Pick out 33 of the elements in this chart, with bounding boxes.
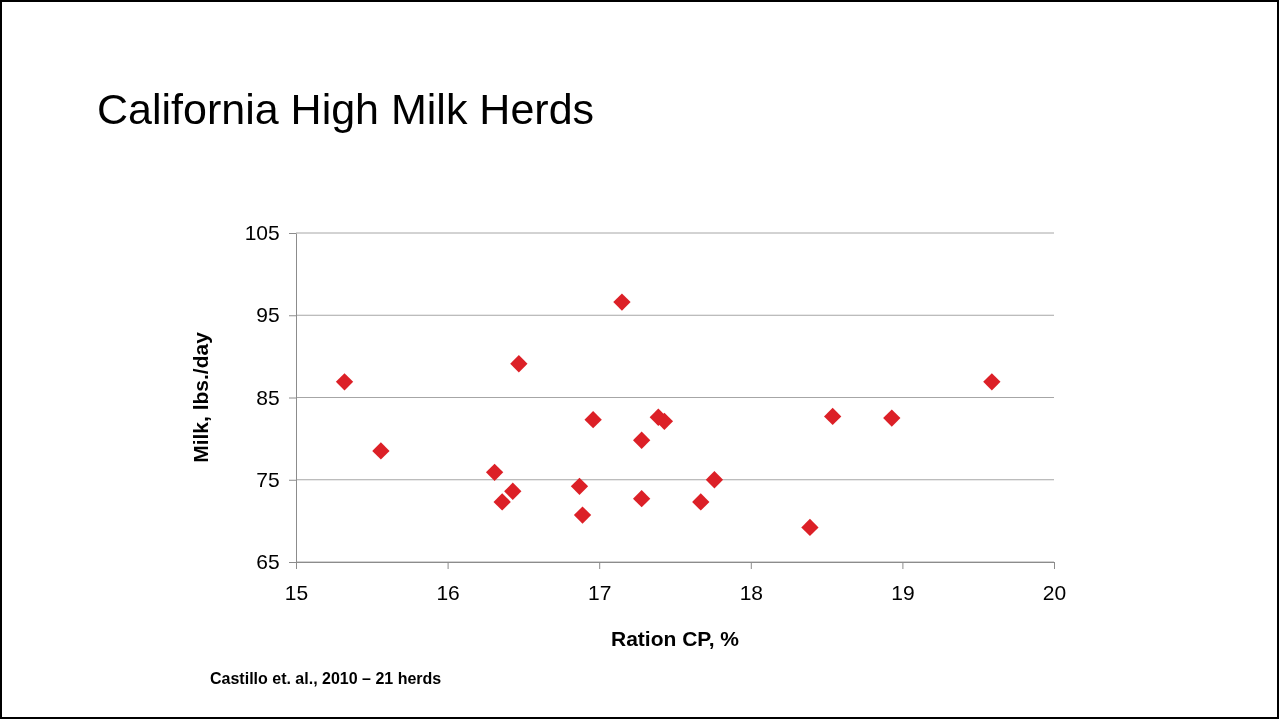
point	[335, 373, 354, 391]
point	[801, 518, 819, 537]
chart-title: California High Milk Herds	[97, 85, 595, 133]
point	[504, 482, 522, 500]
x-tick-label: 17	[588, 581, 612, 605]
x-tick-label: 16	[436, 581, 460, 605]
x-tick-label: 18	[739, 581, 763, 605]
point	[613, 293, 631, 311]
point	[632, 431, 651, 449]
point	[485, 463, 504, 482]
point	[983, 373, 1001, 391]
x-tick-label: 15	[284, 581, 309, 605]
point	[584, 411, 602, 429]
point	[573, 506, 592, 524]
y-tick-label: 105	[244, 221, 280, 245]
point	[493, 493, 511, 511]
point	[883, 409, 901, 427]
point	[570, 477, 589, 495]
y-tick-label: 95	[256, 303, 280, 327]
y-tick-label: 75	[256, 467, 280, 491]
x-tick-label: 20	[1042, 581, 1067, 605]
point	[510, 355, 528, 373]
point	[372, 442, 390, 460]
y-axis-title: Milk, lbs./day	[189, 331, 212, 463]
text: Castillo et. al., 2010 – 21 herds	[210, 670, 442, 687]
x-tick-label: 19	[891, 581, 915, 605]
point	[632, 490, 651, 508]
x-axis-title: Ration CP, %	[611, 627, 740, 650]
point	[705, 471, 724, 489]
y-tick-label: 85	[256, 385, 280, 409]
y-tick-label: 65	[256, 550, 280, 574]
point	[824, 407, 842, 426]
point	[692, 493, 710, 511]
